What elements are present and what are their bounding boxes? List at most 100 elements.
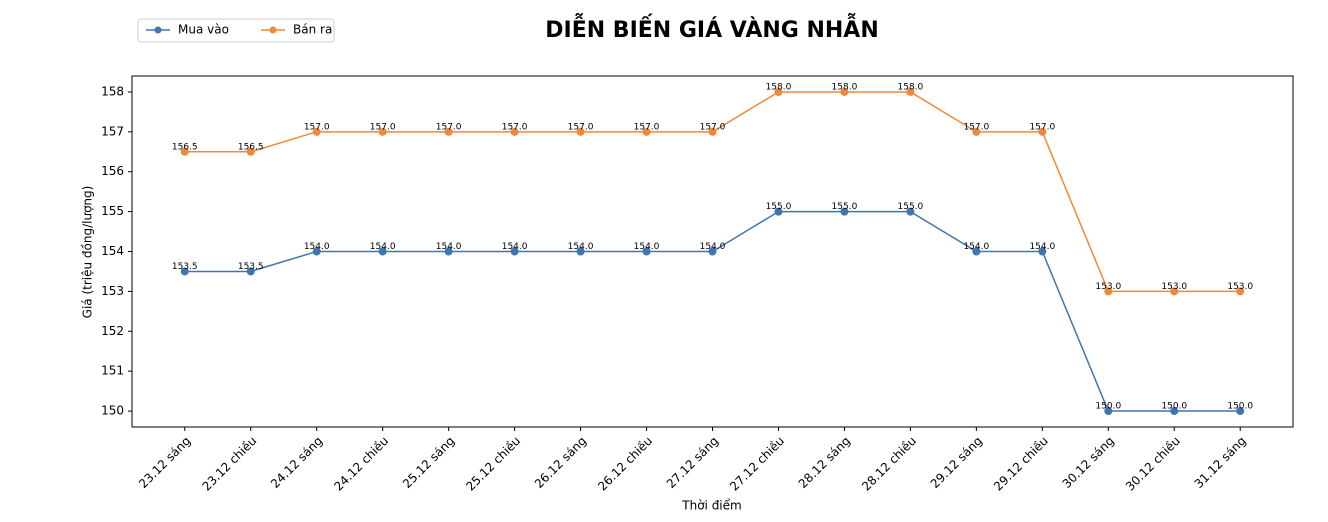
value-label: 155.0 (832, 202, 858, 212)
point (1170, 407, 1179, 416)
y-tick-label: 151 (101, 364, 124, 378)
value-label: 154.0 (963, 242, 989, 252)
point (510, 247, 519, 256)
point (1104, 407, 1113, 416)
y-tick-label: 157 (101, 124, 124, 138)
value-label: 150.0 (1095, 402, 1121, 412)
value-label: 153.0 (1227, 282, 1253, 292)
point (906, 207, 915, 216)
point (642, 127, 651, 136)
point (1170, 287, 1179, 296)
value-label: 157.0 (436, 122, 462, 132)
point (906, 87, 915, 96)
y-tick-label: 152 (101, 324, 124, 338)
legend-marker (269, 26, 277, 34)
value-label: 153.5 (172, 262, 198, 272)
value-label: 154.0 (700, 242, 726, 252)
x-tick-label: 26.12 sáng (532, 434, 589, 491)
point (1104, 287, 1113, 296)
value-label: 156.5 (238, 142, 264, 152)
value-label: 157.0 (304, 122, 330, 132)
value-label: 154.0 (304, 242, 330, 252)
point (378, 127, 387, 136)
value-label: 158.0 (832, 82, 858, 92)
x-tick-label: 24.12 chiều (331, 434, 391, 494)
point (774, 87, 783, 96)
value-label: 154.0 (634, 242, 660, 252)
x-tick-label: 24.12 sáng (268, 434, 325, 491)
value-label: 150.0 (1227, 402, 1253, 412)
point (246, 147, 255, 156)
value-label: 157.0 (502, 122, 528, 132)
point (444, 247, 453, 256)
y-tick-label: 150 (101, 404, 124, 418)
point (1236, 407, 1245, 416)
x-tick-label: 23.12 chiều (199, 434, 259, 494)
point (576, 247, 585, 256)
point (1038, 247, 1047, 256)
x-tick-label: 25.12 chiều (463, 434, 523, 494)
point (774, 207, 783, 216)
point (576, 127, 585, 136)
y-tick-label: 158 (101, 84, 124, 98)
value-label: 154.0 (568, 242, 594, 252)
value-label: 155.0 (766, 202, 792, 212)
point (180, 267, 189, 276)
point (444, 127, 453, 136)
value-label: 157.0 (963, 122, 989, 132)
legend-box (137, 18, 335, 43)
value-label: 155.0 (898, 202, 924, 212)
x-tick-label: 25.12 sáng (400, 434, 457, 491)
value-label: 156.5 (172, 142, 198, 152)
value-label: 154.0 (370, 242, 396, 252)
x-tick-label: 27.12 chiều (727, 434, 787, 494)
legend-label: Bán ra (293, 23, 332, 37)
point (378, 247, 387, 256)
value-label: 158.0 (766, 82, 792, 92)
x-tick-label: 23.12 sáng (136, 434, 193, 491)
value-label: 157.0 (370, 122, 396, 132)
y-axis-label: Giá (triệu đồng/lượng) (81, 186, 95, 319)
x-tick-label: 27.12 sáng (664, 434, 721, 491)
value-label: 153.5 (238, 262, 264, 272)
value-label: 157.0 (634, 122, 660, 132)
value-label: 153.0 (1161, 282, 1187, 292)
point (708, 127, 717, 136)
chart-title: DIỄN BIẾN GIÁ VÀNG NHẪN (545, 14, 878, 43)
y-tick-label: 153 (101, 284, 124, 298)
point (312, 247, 321, 256)
y-tick-label: 156 (101, 164, 124, 178)
value-label: 157.0 (700, 122, 726, 132)
point (510, 127, 519, 136)
x-tick-label: 29.12 sáng (928, 434, 985, 491)
point (1038, 127, 1047, 136)
x-tick-label: 28.12 sáng (796, 434, 853, 491)
point (312, 127, 321, 136)
point (180, 147, 189, 156)
value-label: 157.0 (568, 122, 594, 132)
value-label: 157.0 (1029, 122, 1055, 132)
value-label: 153.0 (1095, 282, 1121, 292)
point (840, 207, 849, 216)
point (972, 247, 981, 256)
y-tick-label: 154 (101, 244, 124, 258)
x-tick-label: 28.12 chiều (859, 434, 919, 494)
point (972, 127, 981, 136)
point (642, 247, 651, 256)
point (1236, 287, 1245, 296)
x-tick-label: 30.12 chiều (1123, 434, 1183, 494)
y-tick-label: 155 (101, 204, 124, 218)
x-tick-label: 29.12 chiều (991, 434, 1051, 494)
x-tick-label: 26.12 chiều (595, 434, 655, 494)
point (246, 267, 255, 276)
point (708, 247, 717, 256)
value-label: 158.0 (898, 82, 924, 92)
x-tick-label: 31.12 sáng (1192, 434, 1249, 491)
x-axis-label: Thời điểm (681, 499, 741, 513)
legend-label: Mua vào (178, 23, 229, 37)
value-label: 154.0 (502, 242, 528, 252)
value-label: 154.0 (1029, 242, 1055, 252)
x-tick-label: 30.12 sáng (1060, 434, 1117, 491)
value-label: 154.0 (436, 242, 462, 252)
